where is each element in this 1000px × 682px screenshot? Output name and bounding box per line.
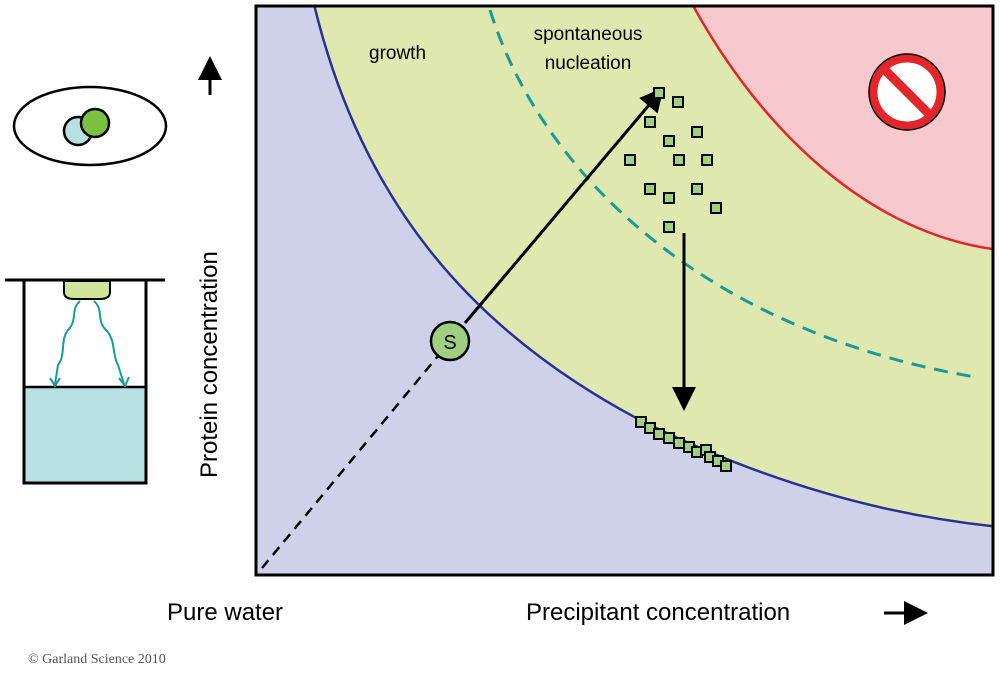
concentration-arrow [463,87,664,324]
seed-label: S [443,332,456,354]
seed-marker: S [429,320,471,362]
origin-label: Pure water [167,599,283,626]
nucleation-label: nucleation [545,53,632,74]
precipitation-curve [691,6,993,251]
no-entry-icon [868,53,946,131]
crystals-on-curve [635,416,732,472]
nuclei-cluster [624,87,722,233]
spontaneous-label: spontaneous [534,24,643,45]
x-axis-label: Precipitant concentration [526,599,790,626]
plot-frame [254,4,995,577]
dashed-path [261,355,439,569]
growth-label: growth [369,43,426,64]
nucleation-curve [488,9,976,379]
y-axis-label: Protein concentration [196,251,223,478]
crystal-drop-icon [12,85,168,167]
solubility-curve [313,6,993,528]
vapor-diffusion-well-icon [5,278,165,485]
copyright: © Garland Science 2010 [28,652,166,667]
